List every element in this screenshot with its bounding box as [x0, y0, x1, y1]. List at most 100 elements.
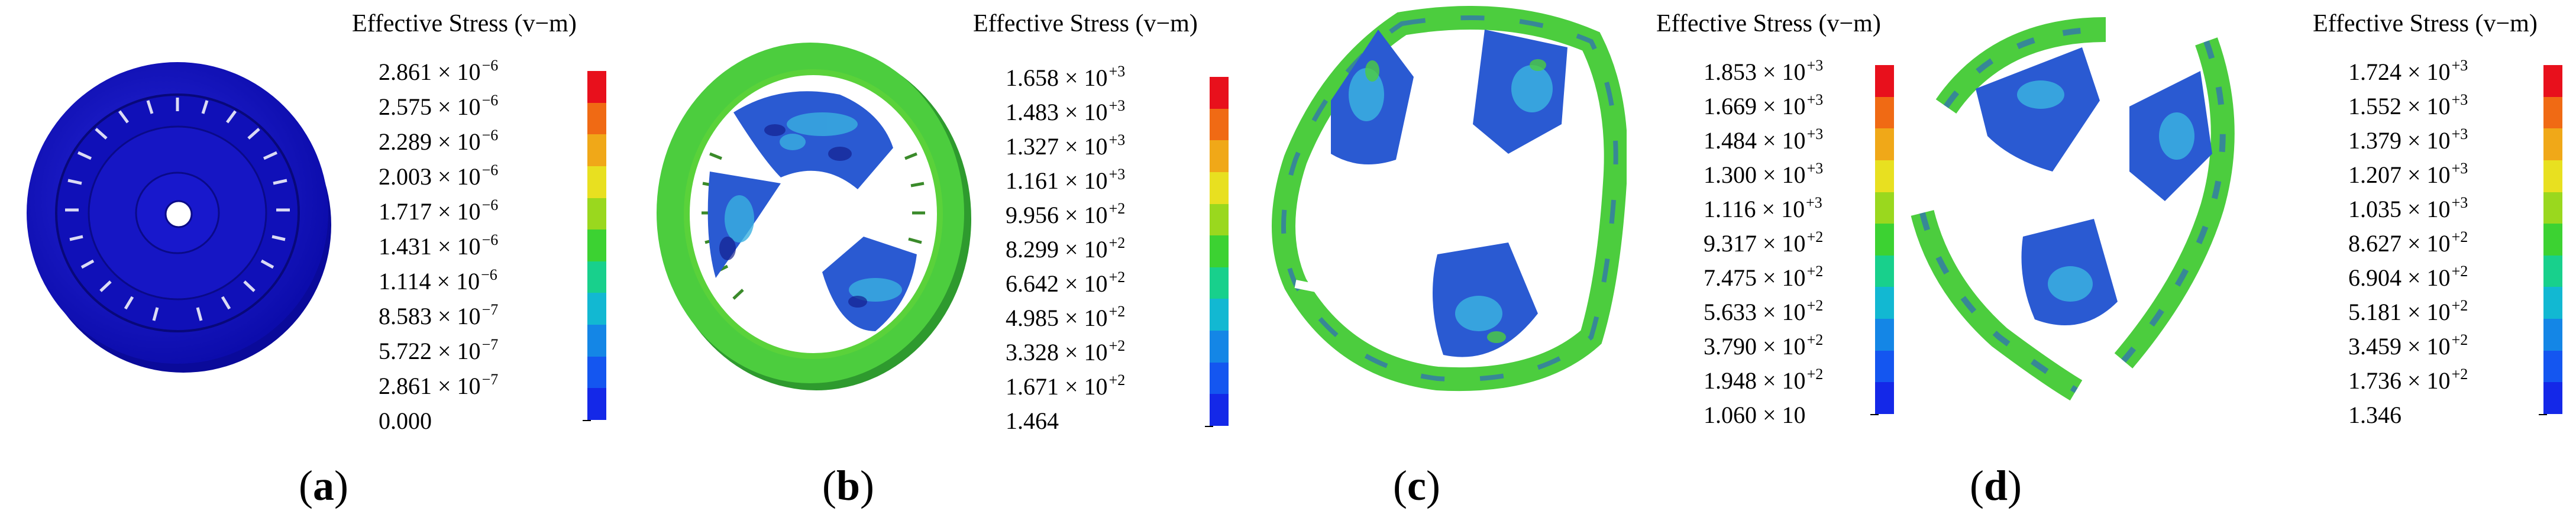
colorbar-segment: [587, 71, 606, 103]
legend-tick: 1.464: [1006, 408, 1059, 434]
colorbar-segment: [2543, 224, 2562, 256]
colorbar-segment: [2543, 192, 2562, 224]
legend-title: Effective Stress (v−m): [352, 10, 577, 37]
legend-tick: 1.483 × 10+3: [1006, 97, 1126, 125]
color-scale-bar: [587, 71, 606, 420]
legend-title: Effective Stress (v−m): [973, 10, 1198, 37]
panel-d: Effective Stress (v−m) 1.724 × 10+3 1.55…: [1905, 0, 2576, 527]
legend-title: Effective Stress (v−m): [2313, 10, 2538, 37]
wheel-model-stage-d: [1911, 17, 2235, 401]
colorbar-segment: [2543, 382, 2562, 414]
colorbar-segment: [2543, 128, 2562, 160]
colorbar-segment: [587, 229, 606, 261]
legend-tick: 1.853 × 10+3: [1704, 57, 1824, 85]
colorbar-segment: [1210, 77, 1229, 109]
legend-tick: 5.722 × 10−7: [379, 336, 499, 364]
colorbar-segment: [587, 388, 606, 420]
colorbar-end-tick: [583, 420, 591, 421]
legend-tick: 1.161 × 10+3: [1006, 166, 1126, 194]
legend-tick: 8.583 × 10−7: [379, 301, 499, 329]
colorbar-segment: [587, 293, 606, 325]
legend-tick: 1.116 × 10+3: [1704, 194, 1822, 222]
panel-caption-b: (b): [822, 462, 875, 509]
colorbar-segment: [2543, 255, 2562, 287]
colorbar-segment: [587, 134, 606, 166]
legend-tick: 1.671 × 10+2: [1006, 371, 1126, 400]
legend-tick: 1.060 × 10: [1704, 402, 1806, 428]
legend-tick: 1.948 × 10+2: [1704, 366, 1824, 394]
colorbar-end-tick: [1870, 414, 1879, 415]
colorbar-segment: [1210, 235, 1229, 267]
colorbar-segment: [587, 356, 606, 389]
colorbar-segment: [587, 198, 606, 230]
wheel-model-undeformed: [27, 62, 331, 373]
legend-tick: 2.289 × 10−6: [379, 127, 499, 155]
legend-tick: 5.181 × 10+2: [2348, 297, 2468, 325]
stress-legend-b: Effective Stress (v−m) 1.658 × 10+3 1.48…: [973, 6, 1233, 434]
colorbar-segment: [2543, 350, 2562, 383]
panel-b: Effective Stress (v−m) 1.658 × 10+3 1.48…: [645, 0, 1289, 527]
colorbar-segment: [1875, 287, 1894, 319]
wheel-model-stage-c: [1272, 6, 1627, 392]
legend-tick: 1.669 × 10+3: [1704, 91, 1824, 119]
wheel-model-stage-b: [657, 43, 971, 390]
legend-tick: 1.207 × 10+3: [2348, 160, 2468, 188]
colorbar-segment: [1210, 203, 1229, 236]
legend-tick: 7.475 × 10+2: [1704, 263, 1824, 291]
color-scale-bar: [1875, 65, 1894, 414]
color-scale-bar: [2543, 65, 2562, 414]
colorbar-segment: [2543, 160, 2562, 192]
legend-tick: 1.484 × 10+3: [1704, 125, 1824, 154]
legend-tick: 3.459 × 10+2: [2348, 331, 2468, 360]
legend-title: Effective Stress (v−m): [1656, 10, 1881, 37]
stress-legend-c: Effective Stress (v−m) 1.853 × 10+3 1.66…: [1638, 6, 1899, 432]
legend-tick: 6.904 × 10+2: [2348, 263, 2468, 291]
colorbar-segment: [587, 102, 606, 135]
colorbar-segment: [2543, 65, 2562, 97]
colorbar-segment: [1875, 160, 1894, 192]
legend-tick: 3.328 × 10+2: [1006, 337, 1126, 366]
legend-tick: 8.299 × 10+2: [1006, 234, 1126, 263]
colorbar-segment: [1875, 65, 1894, 97]
legend-tick: 1.724 × 10+3: [2348, 57, 2468, 85]
colorbar-segment: [2543, 287, 2562, 319]
colorbar-end-tick: [1205, 426, 1213, 427]
legend-tick: 1.300 × 10+3: [1704, 160, 1824, 188]
legend-tick: 5.633 × 10+2: [1704, 297, 1824, 325]
panel-c: Effective Stress (v−m) 1.853 × 10+3 1.66…: [1260, 0, 1905, 527]
legend-tick: 1.717 × 10−6: [379, 196, 499, 225]
panel-caption-c: (c): [1393, 462, 1440, 509]
legend-tick: 1.379 × 10+3: [2348, 125, 2468, 154]
colorbar-segment: [1210, 172, 1229, 204]
legend-tick: 1.114 × 10−6: [379, 266, 497, 295]
colorbar-segment: [1875, 128, 1894, 160]
colorbar-segment: [587, 166, 606, 198]
colorbar-segment: [1875, 224, 1894, 256]
legend-tick: 0.000: [379, 408, 432, 434]
color-scale-bar: [1210, 77, 1229, 426]
colorbar-segment: [1210, 362, 1229, 395]
legend-tick: 1.658 × 10+3: [1006, 63, 1126, 91]
stress-legend-d: Effective Stress (v−m) 1.724 × 10+3 1.55…: [2260, 6, 2562, 432]
colorbar-segment: [1875, 319, 1894, 351]
colorbar-segment: [1875, 382, 1894, 414]
colorbar-segment: [1210, 267, 1229, 299]
legend-tick: 3.790 × 10+2: [1704, 331, 1824, 360]
legend-tick: 2.003 × 10−6: [379, 161, 499, 190]
stress-legend-a: Effective Stress (v−m) 2.861 × 10−6 2.57…: [352, 6, 612, 434]
colorbar-segment: [1210, 394, 1229, 426]
colorbar-segment: [2543, 96, 2562, 129]
colorbar-segment: [2543, 319, 2562, 351]
colorbar-segment: [587, 261, 606, 293]
legend-tick: 6.642 × 10+2: [1006, 269, 1126, 297]
colorbar-segment: [1210, 331, 1229, 363]
legend-tick: 9.956 × 10+2: [1006, 200, 1126, 228]
legend-tick: 2.861 × 10−6: [379, 57, 499, 85]
legend-tick: 2.575 × 10−6: [379, 92, 499, 120]
panel-a: Effective Stress (v−m) 2.861 × 10−6 2.57…: [0, 0, 645, 527]
legend-tick: 1.346: [2348, 402, 2402, 428]
legend-tick: 1.035 × 10+3: [2348, 194, 2468, 222]
colorbar-segment: [1875, 255, 1894, 287]
panel-caption-d: (d): [1970, 462, 2022, 509]
colorbar-end-tick: [2539, 414, 2547, 415]
